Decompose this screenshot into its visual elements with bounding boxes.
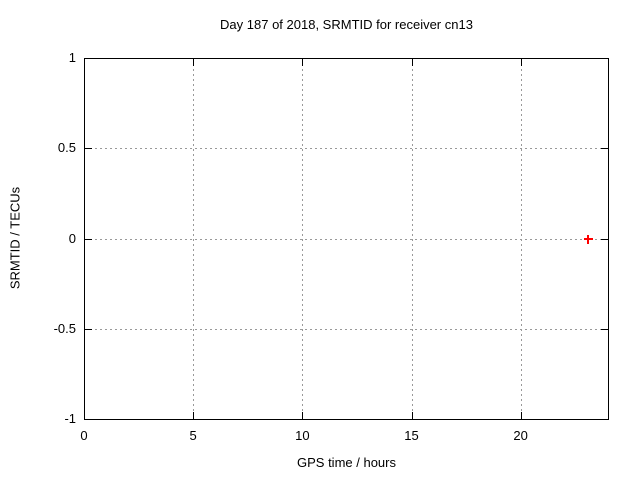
y-tick-right xyxy=(601,419,608,420)
y-tick-label: 0.5 xyxy=(57,140,76,156)
x-tick-bottom xyxy=(411,412,413,419)
chart-title: Day 187 of 2018, SRMTID for receiver cn1… xyxy=(220,17,473,32)
y-tick-right xyxy=(601,328,608,330)
y-tick-label: 0 xyxy=(68,230,76,246)
x-tick-label: 15 xyxy=(404,428,419,443)
y-tick-label: -0.5 xyxy=(53,320,76,336)
y-tick-left xyxy=(85,58,92,59)
y-gridline xyxy=(85,238,608,240)
y-tick-right xyxy=(601,148,608,150)
y-tick-left xyxy=(85,238,92,240)
y-gridline xyxy=(85,328,608,330)
plot-area xyxy=(84,58,609,420)
x-tick-top xyxy=(84,59,85,66)
x-tick-label: 10 xyxy=(295,428,310,443)
x-tick-label: 0 xyxy=(80,428,88,443)
x-tick-bottom xyxy=(193,412,195,419)
y-tick-left xyxy=(85,419,92,420)
x-tick-top xyxy=(193,59,195,66)
y-gridline xyxy=(85,148,608,150)
x-tick-top xyxy=(411,59,413,66)
x-tick-label: 20 xyxy=(513,428,528,443)
y-tick-right xyxy=(601,58,608,59)
y-tick-left xyxy=(85,328,92,330)
x-tick-bottom xyxy=(520,412,522,419)
y-tick-left xyxy=(85,148,92,150)
data-point-marker xyxy=(583,234,593,244)
x-tick-top xyxy=(520,59,522,66)
x-tick-top xyxy=(302,59,304,66)
y-tick-label: 1 xyxy=(68,50,76,65)
x-tick-label: 5 xyxy=(189,428,197,443)
x-axis-label: GPS time / hours xyxy=(297,455,396,470)
y-tick-right xyxy=(601,238,608,240)
y-tick-label: -1 xyxy=(64,411,76,426)
x-tick-bottom xyxy=(84,412,85,419)
x-tick-bottom xyxy=(302,412,304,419)
marker-vertical-bar xyxy=(587,234,590,244)
